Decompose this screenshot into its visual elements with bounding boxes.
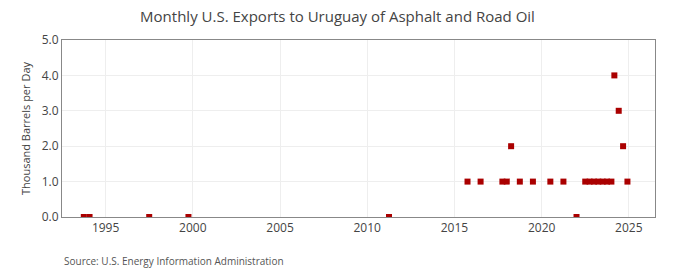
svg-text:1.0: 1.0 xyxy=(42,173,59,190)
svg-text:3.0: 3.0 xyxy=(42,102,59,119)
svg-text:5.0: 5.0 xyxy=(42,31,59,48)
svg-text:4.0: 4.0 xyxy=(42,67,59,84)
svg-text:0.0: 0.0 xyxy=(42,208,59,225)
svg-text:Thousand Barrels per Day: Thousand Barrels per Day xyxy=(18,62,33,195)
svg-text:2020: 2020 xyxy=(528,219,556,236)
svg-text:1995: 1995 xyxy=(92,219,120,236)
svg-text:2000: 2000 xyxy=(179,219,207,236)
svg-text:2.0: 2.0 xyxy=(42,137,59,154)
svg-text:Monthly U.S. Exports to Urugua: Monthly U.S. Exports to Uruguay of Aspha… xyxy=(140,6,535,26)
svg-text:2015: 2015 xyxy=(441,219,469,236)
svg-text:2010: 2010 xyxy=(353,219,381,236)
svg-text:Source: U.S. Energy Informatio: Source: U.S. Energy Information Administ… xyxy=(64,254,284,268)
svg-text:2005: 2005 xyxy=(266,219,294,236)
svg-text:2025: 2025 xyxy=(615,219,643,236)
